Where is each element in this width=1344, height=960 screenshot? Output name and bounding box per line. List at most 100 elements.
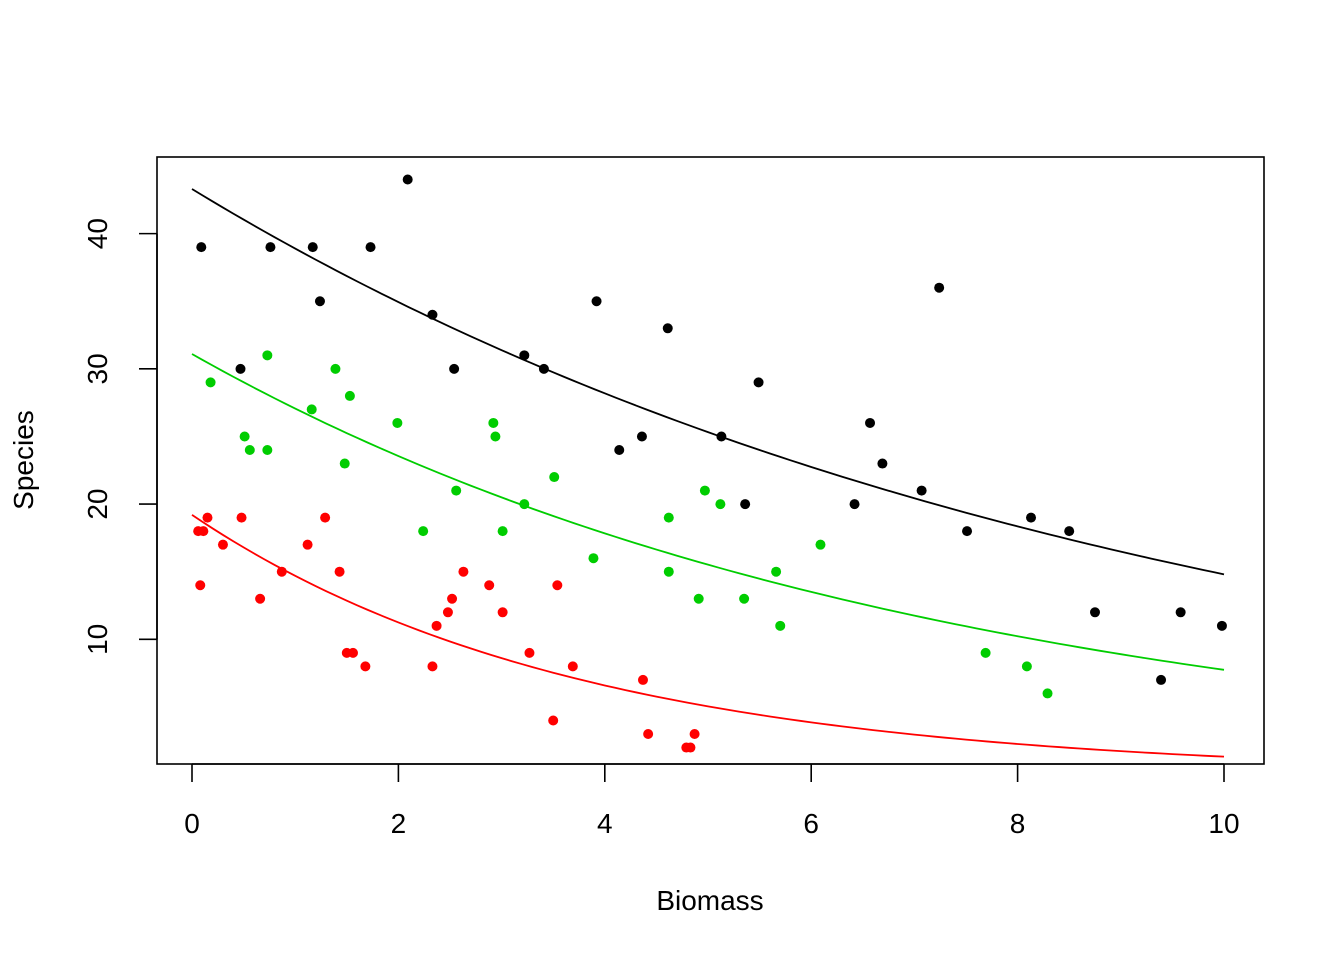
data-point-series-3 <box>431 620 442 631</box>
data-point-series-1 <box>365 242 376 253</box>
data-point-series-1 <box>865 417 876 428</box>
data-point-series-2 <box>699 485 710 496</box>
data-point-series-1 <box>1090 607 1100 618</box>
data-point-series-1 <box>1064 526 1075 537</box>
y-tick-label: 40 <box>82 218 113 249</box>
data-point-series-1 <box>1156 674 1167 685</box>
data-point-series-1 <box>591 296 602 307</box>
data-point-series-1 <box>307 242 318 253</box>
data-point-series-2 <box>663 566 674 577</box>
data-point-series-3 <box>198 526 209 537</box>
x-tick-label: 10 <box>1208 808 1239 839</box>
data-point-series-1 <box>427 309 438 320</box>
data-point-series-1 <box>849 499 860 510</box>
data-point-series-1 <box>662 323 673 334</box>
data-point-series-3 <box>302 539 313 550</box>
data-point-series-1 <box>235 363 246 374</box>
data-point-series-2 <box>306 404 317 415</box>
data-point-series-1 <box>1216 620 1227 631</box>
fit-line-series-3 <box>191 514 1225 758</box>
x-tick-label: 0 <box>184 808 200 839</box>
y-tick-label: 20 <box>82 489 113 520</box>
data-point-series-1 <box>402 174 413 185</box>
data-point-series-1 <box>519 350 530 361</box>
data-point-series-1 <box>716 431 727 442</box>
data-point-series-2 <box>488 417 499 428</box>
data-point-series-2 <box>715 499 726 510</box>
data-point-series-2 <box>244 445 255 456</box>
data-point-series-3 <box>524 647 535 658</box>
data-point-series-2 <box>663 512 674 523</box>
data-point-series-2 <box>693 593 704 604</box>
y-axis-title: Species <box>8 410 39 510</box>
data-point-series-3 <box>643 729 654 740</box>
data-point-series-2 <box>980 647 991 658</box>
data-point-series-1 <box>1026 512 1037 523</box>
data-point-series-2 <box>497 526 508 537</box>
data-point-series-3 <box>276 566 287 577</box>
data-point-series-2 <box>739 593 750 604</box>
data-point-series-1 <box>962 526 973 537</box>
data-point-series-3 <box>427 661 438 672</box>
data-point-series-2 <box>775 620 786 631</box>
data-point-series-1 <box>934 282 945 293</box>
data-point-series-3 <box>347 647 358 658</box>
data-point-series-3 <box>217 539 228 550</box>
data-point-series-1 <box>1175 607 1186 618</box>
data-point-series-2 <box>1021 661 1032 672</box>
data-point-series-1 <box>753 377 764 388</box>
data-point-series-2 <box>344 390 355 401</box>
data-point-series-1 <box>636 431 647 442</box>
data-point-series-3 <box>236 512 247 523</box>
data-point-series-2 <box>815 539 826 550</box>
data-point-series-3 <box>320 512 331 523</box>
fit-line-series-1 <box>191 188 1225 576</box>
x-tick-label: 2 <box>391 808 407 839</box>
data-point-series-3 <box>447 593 458 604</box>
data-point-series-3 <box>685 742 696 753</box>
data-point-series-1 <box>196 242 207 253</box>
data-point-series-1 <box>449 363 460 374</box>
y-tick-label: 30 <box>82 353 113 384</box>
data-point-series-1 <box>877 458 888 469</box>
data-point-series-2 <box>330 363 341 374</box>
data-point-series-3 <box>360 661 371 672</box>
x-axis: 0 2 4 6 8 10 <box>184 763 1240 839</box>
fit-line-series-2 <box>191 353 1225 671</box>
y-axis: 10 20 30 40 <box>82 218 158 655</box>
data-point-series-2 <box>771 566 782 577</box>
data-point-series-2 <box>392 417 403 428</box>
data-point-series-3 <box>497 607 508 618</box>
fit-lines <box>191 188 1225 758</box>
data-point-series-2 <box>588 553 599 564</box>
data-point-series-3 <box>334 566 345 577</box>
data-point-series-2 <box>490 431 501 442</box>
data-point-series-2 <box>1042 688 1053 699</box>
data-point-series-3 <box>689 729 700 740</box>
data-point-series-3 <box>458 566 469 577</box>
data-point-series-2 <box>418 526 429 537</box>
data-points <box>193 174 1227 753</box>
x-axis-title: Biomass <box>656 885 763 916</box>
data-point-series-3 <box>255 593 266 604</box>
x-tick-label: 8 <box>1010 808 1026 839</box>
data-point-series-2 <box>239 431 250 442</box>
data-point-series-1 <box>916 485 927 496</box>
x-tick-label: 4 <box>597 808 613 839</box>
data-point-series-1 <box>740 499 751 510</box>
data-point-series-2 <box>519 499 530 510</box>
data-point-series-3 <box>637 674 648 685</box>
data-point-series-3 <box>567 661 578 672</box>
data-point-series-2 <box>205 377 216 388</box>
data-point-series-1 <box>265 242 276 253</box>
x-tick-label: 6 <box>803 808 819 839</box>
data-point-series-1 <box>314 296 325 307</box>
data-point-series-2 <box>339 458 350 469</box>
data-point-series-2 <box>262 445 273 456</box>
data-point-series-3 <box>195 580 206 591</box>
data-point-series-3 <box>442 607 453 618</box>
plot-frame <box>156 156 1265 765</box>
y-tick-label: 10 <box>82 624 113 655</box>
data-point-series-2 <box>549 472 560 483</box>
